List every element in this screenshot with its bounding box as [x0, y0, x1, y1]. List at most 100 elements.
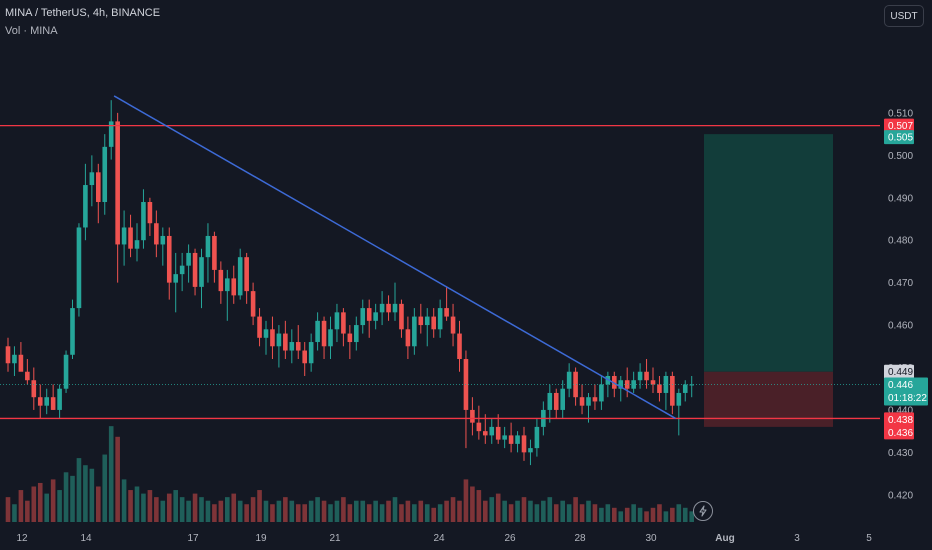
candle-body — [457, 333, 462, 360]
x-tick-label: 26 — [504, 533, 516, 544]
candle-body — [328, 329, 333, 347]
volume-bar — [63, 472, 69, 522]
volume-bar — [644, 511, 649, 522]
volume-bar — [470, 486, 475, 522]
candle-body — [76, 227, 82, 309]
candle-body — [431, 316, 436, 330]
volume-bar — [44, 493, 49, 522]
volume-bar — [618, 511, 624, 522]
candle-body — [566, 371, 572, 389]
candle-body — [237, 257, 243, 296]
candle-body — [528, 448, 533, 453]
last-price-tag — [884, 377, 928, 406]
y-tick-label: 0.490 — [888, 193, 913, 204]
candle-body — [366, 308, 372, 321]
candle-body — [283, 333, 288, 351]
candle-body — [534, 426, 540, 449]
volume-bar — [102, 454, 108, 522]
candle-body — [270, 329, 275, 347]
candle-body — [373, 312, 378, 321]
candle-body — [334, 312, 340, 330]
volume-bar — [96, 486, 101, 522]
volume-bar — [302, 504, 307, 522]
candle-body — [663, 375, 669, 393]
candle-body — [321, 320, 327, 347]
volume-bar — [373, 500, 378, 522]
candle-body — [502, 435, 507, 440]
y-tick-label: 0.480 — [888, 236, 913, 247]
candle-body — [18, 354, 24, 372]
candle-body — [205, 235, 211, 258]
candle-body — [599, 384, 604, 402]
candle-body — [347, 333, 353, 343]
volume-bar — [205, 500, 211, 522]
x-tick-label: 19 — [255, 533, 267, 544]
support-tag — [884, 412, 914, 440]
volume-bar — [237, 500, 243, 522]
volume-bar — [495, 493, 501, 522]
volume-bar — [560, 500, 565, 522]
volume-bar — [121, 479, 127, 522]
volume-bar — [108, 426, 114, 522]
x-tick-label: 28 — [574, 533, 586, 544]
volume-bar — [12, 504, 17, 522]
volume-bar — [57, 490, 62, 522]
candle-body — [134, 240, 140, 249]
entry-tag-text: 0.449 — [888, 367, 913, 378]
volume-bar — [650, 507, 656, 522]
volume-bar — [553, 504, 559, 522]
candle-body — [399, 303, 404, 330]
volume-bar — [89, 468, 95, 522]
volume-bar — [528, 500, 533, 522]
candle-body — [63, 354, 69, 389]
candle-body — [689, 384, 694, 386]
volume-bar — [521, 497, 527, 522]
x-tick-label: 30 — [645, 533, 657, 544]
candle-body — [489, 426, 495, 436]
x-tick-label: Aug — [715, 533, 734, 544]
volume-bar — [366, 504, 372, 522]
volume-bar — [605, 504, 611, 522]
volume-bar — [392, 497, 398, 522]
candle-body — [5, 346, 11, 364]
candle-body — [341, 312, 346, 334]
volume-bar — [508, 504, 514, 522]
lightning-icon[interactable] — [693, 501, 713, 521]
target-zone — [704, 134, 833, 372]
candle-body — [553, 392, 559, 410]
volume-bar — [457, 500, 462, 522]
volume-bar — [263, 500, 269, 522]
x-tick-label: 21 — [329, 533, 341, 544]
target-line-tag — [884, 118, 914, 133]
volume-bar — [154, 497, 159, 522]
candle-body — [508, 435, 514, 444]
x-tick-label: 5 — [866, 533, 872, 544]
candle-body — [573, 371, 578, 398]
volume-bar — [321, 500, 327, 522]
volume-bar — [547, 497, 553, 522]
volume-bar — [328, 504, 333, 522]
volume-bar — [166, 493, 172, 522]
candle-body — [31, 380, 37, 398]
volume-bar — [502, 500, 507, 522]
currency-button[interactable]: USDT — [884, 5, 924, 27]
volume-bar — [308, 500, 314, 522]
volume-bar — [37, 482, 43, 522]
candle-body — [244, 257, 249, 292]
candle-body — [147, 202, 153, 224]
volume-bar — [25, 500, 30, 522]
volume-bar — [444, 500, 449, 522]
volume-bar — [31, 486, 37, 522]
candle-body — [586, 397, 591, 406]
volume-bar — [412, 504, 417, 522]
volume-bar — [347, 504, 353, 522]
volume-bar — [541, 500, 546, 522]
volume-bar — [231, 493, 237, 522]
candle-body — [186, 252, 191, 266]
candle-body — [160, 235, 166, 245]
volume-bar — [147, 490, 153, 522]
volume-bar — [573, 497, 578, 522]
x-tick-label: 17 — [187, 533, 199, 544]
x-tick-label: 24 — [433, 533, 445, 544]
